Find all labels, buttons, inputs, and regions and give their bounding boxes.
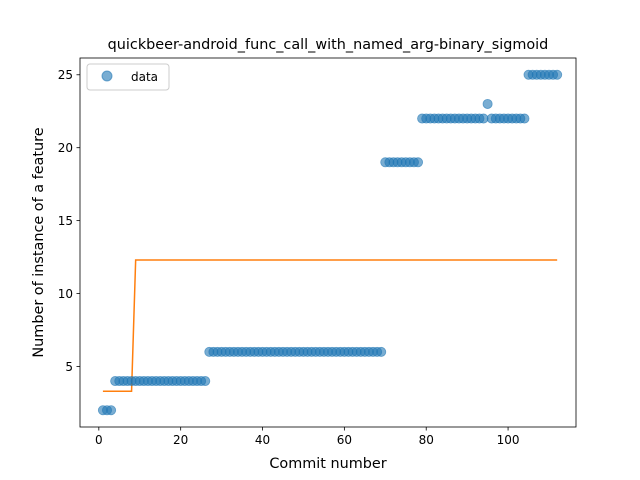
data-point — [107, 406, 116, 415]
x-tick-label: 100 — [497, 433, 520, 447]
y-tick-label: 5 — [65, 360, 73, 374]
legend: data — [87, 64, 169, 90]
data-point — [520, 114, 529, 123]
y-axis-label: Number of instance of a feature — [31, 127, 47, 357]
x-tick-label: 40 — [255, 433, 270, 447]
legend-label-data: data — [131, 70, 158, 84]
x-axis-label: Commit number — [269, 456, 386, 472]
x-tick-label: 20 — [173, 433, 188, 447]
y-tick-label: 10 — [58, 287, 73, 301]
y-tick-label: 15 — [58, 214, 73, 228]
legend-marker-data — [102, 71, 112, 81]
y-tick-label: 25 — [58, 68, 73, 82]
data-point — [377, 347, 386, 356]
chart-title: quickbeer-android_func_call_with_named_a… — [108, 37, 549, 53]
y-tick-label: 20 — [58, 141, 73, 155]
x-tick-label: 80 — [419, 433, 434, 447]
x-tick-label: 60 — [337, 433, 352, 447]
data-point — [483, 99, 492, 108]
data-point — [413, 158, 422, 167]
data-point — [553, 70, 562, 79]
x-tick-label: 0 — [95, 433, 103, 447]
data-point — [201, 376, 210, 385]
